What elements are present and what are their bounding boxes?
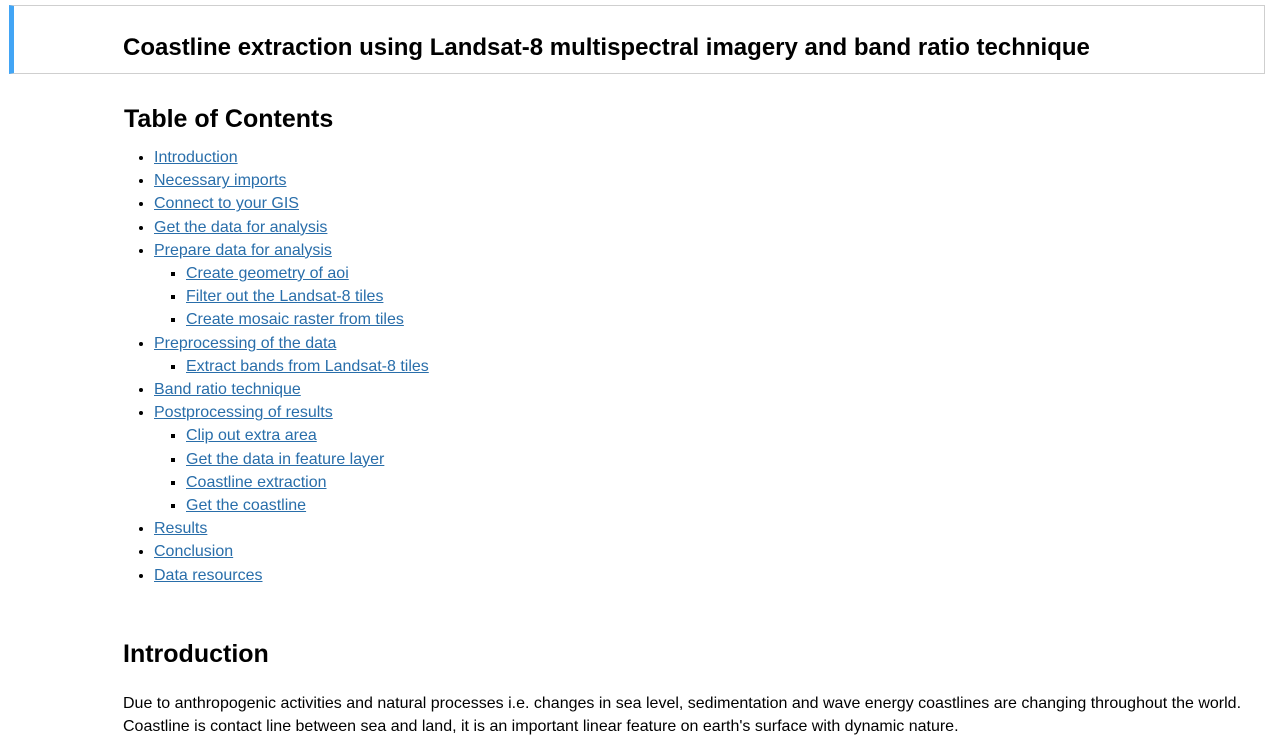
toc-link-band-ratio[interactable]: Band ratio technique <box>154 381 301 399</box>
toc-subitem: Create mosaic raster from tiles <box>186 308 1224 331</box>
toc-item: Necessary imports <box>154 169 1224 192</box>
table-of-contents: Table of Contents Introduction Necessary… <box>124 104 1224 587</box>
toc-link-filter-tiles[interactable]: Filter out the Landsat-8 tiles <box>186 288 384 306</box>
toc-link-create-mosaic[interactable]: Create mosaic raster from tiles <box>186 311 404 329</box>
toc-subitem: Get the data in feature layer <box>186 448 1224 471</box>
toc-link-introduction[interactable]: Introduction <box>154 149 238 166</box>
toc-sublist: Create geometry of aoi Filter out the La… <box>154 262 1224 332</box>
toc-subitem: Extract bands from Landsat-8 tiles <box>186 355 1224 378</box>
toc-link-data-resources[interactable]: Data resources <box>154 566 263 584</box>
toc-link-feature-layer[interactable]: Get the data in feature layer <box>186 450 385 468</box>
toc-item: Connect to your GIS <box>154 192 1224 215</box>
toc-heading: Table of Contents <box>124 105 334 133</box>
toc-sublist: Clip out extra area Get the data in feat… <box>154 424 1224 517</box>
toc-link-extract-bands[interactable]: Extract bands from Landsat-8 tiles <box>186 357 429 375</box>
introduction-heading: Introduction <box>123 640 269 668</box>
toc-item: Results <box>154 517 1224 540</box>
toc-link-postprocessing[interactable]: Postprocessing of results <box>154 404 333 422</box>
toc-subitem: Create geometry of aoi <box>186 262 1224 285</box>
toc-link-get-data[interactable]: Get the data for analysis <box>154 218 328 236</box>
toc-item: Band ratio technique <box>154 378 1224 401</box>
toc-item: Prepare data for analysis Create geometr… <box>154 239 1224 332</box>
toc-subitem: Get the coastline <box>186 494 1224 517</box>
toc-item: Data resources <box>154 564 1224 587</box>
page-title: Coastline extraction using Landsat-8 mul… <box>123 34 1090 61</box>
toc-link-necessary-imports[interactable]: Necessary imports <box>154 172 287 190</box>
toc-link-preprocessing[interactable]: Preprocessing of the data <box>154 334 337 352</box>
toc-link-get-coastline[interactable]: Get the coastline <box>186 497 307 515</box>
toc-item: Conclusion <box>154 540 1224 563</box>
toc-link-clip-extra-area[interactable]: Clip out extra area <box>186 427 317 445</box>
toc-subitem: Coastline extraction <box>186 471 1224 494</box>
toc-link-prepare-data[interactable]: Prepare data for analysis <box>154 241 332 259</box>
toc-sublist: Extract bands from Landsat-8 tiles <box>154 355 1224 378</box>
introduction-paragraph: Due to anthropogenic activities and natu… <box>123 695 1242 735</box>
toc-subitem: Filter out the Landsat-8 tiles <box>186 285 1224 308</box>
toc-item: Get the data for analysis <box>154 216 1224 239</box>
title-cell: Coastline extraction using Landsat-8 mul… <box>9 5 1265 74</box>
toc-list: Introduction Necessary imports Connect t… <box>124 146 1224 587</box>
toc-item: Introduction <box>154 146 1224 169</box>
toc-subitem: Clip out extra area <box>186 424 1224 447</box>
toc-link-create-geometry[interactable]: Create geometry of aoi <box>186 265 349 283</box>
toc-item: Preprocessing of the data Extract bands … <box>154 332 1224 378</box>
toc-link-conclusion[interactable]: Conclusion <box>154 543 234 561</box>
toc-item: Postprocessing of results Clip out extra… <box>154 401 1224 517</box>
introduction-section: Introduction Due to anthropogenic activi… <box>123 638 1253 738</box>
toc-link-results[interactable]: Results <box>154 520 208 538</box>
toc-link-coastline-extraction[interactable]: Coastline extraction <box>186 473 327 491</box>
toc-link-connect-to-gis[interactable]: Connect to your GIS <box>154 195 299 213</box>
